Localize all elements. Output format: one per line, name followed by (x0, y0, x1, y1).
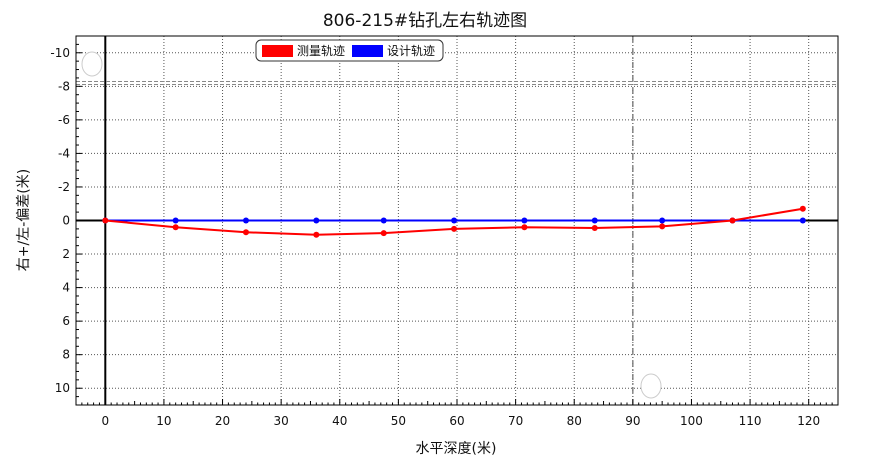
legend-label: 设计轨迹 (387, 44, 435, 58)
measured-point (729, 217, 736, 224)
y-tick-label: 10 (55, 381, 70, 395)
x-axis-ticks: 0 10 20 30 40 50 60 70 80 90 100 110 120 (75, 399, 839, 428)
measured-point (591, 225, 598, 232)
measured-point (102, 217, 109, 224)
y-tick-label: -2 (58, 180, 70, 194)
x-tick-label: 30 (274, 414, 289, 428)
y-tick-label: 6 (62, 314, 70, 328)
measured-point (659, 223, 666, 230)
x-tick-label: 40 (332, 414, 347, 428)
legend-swatch (352, 45, 383, 57)
x-tick-label: 20 (215, 414, 230, 428)
design-point (591, 217, 598, 224)
x-tick-label: 90 (625, 414, 640, 428)
measured-point (521, 224, 528, 231)
design-point (451, 217, 458, 224)
series-layer (102, 205, 806, 238)
y-tick-label: -6 (58, 113, 70, 127)
grid-lines (76, 36, 838, 405)
measured-point (451, 225, 458, 232)
x-tick-label: 100 (680, 414, 703, 428)
legend-box (255, 39, 444, 62)
y-tick-label: 8 (62, 348, 70, 362)
y-axis-ticks: -10 -8 -6 -4 -2 0 2 4 6 8 10 (50, 35, 82, 406)
y-axis-label: 右+/左-偏差(米) (16, 169, 32, 271)
measured-point (799, 205, 806, 212)
design-point (380, 217, 387, 224)
y-tick-label: 2 (62, 247, 70, 261)
design-point (659, 217, 666, 224)
design-point (799, 217, 806, 224)
design-point (242, 217, 249, 224)
measured-point (313, 231, 320, 238)
y-tick-label: -10 (50, 46, 70, 60)
x-tick-label: 60 (449, 414, 464, 428)
y-tick-label: 0 (62, 214, 70, 228)
y-tick-label: 4 (62, 281, 70, 295)
x-tick-label: 50 (391, 414, 406, 428)
measured-point (242, 229, 249, 236)
x-tick-label: 120 (797, 414, 820, 428)
marker-ellipse (640, 373, 662, 399)
design-point (521, 217, 528, 224)
x-tick-label: 110 (739, 414, 762, 428)
legend: 测量轨迹 设计轨迹 (255, 39, 444, 62)
measured-point (380, 230, 387, 237)
decorations (81, 51, 662, 399)
y-tick-label: -4 (58, 146, 70, 160)
x-tick-label: 70 (508, 414, 523, 428)
measured-point (172, 224, 179, 231)
x-tick-label: 0 (101, 414, 109, 428)
design-point (172, 217, 179, 224)
chart-title: 806-215#钻孔左右轨迹图 (323, 11, 527, 31)
x-axis-label: 水平深度(米) (416, 441, 497, 457)
design-point (313, 217, 320, 224)
marker-ellipse (81, 51, 103, 77)
legend-swatch (262, 45, 293, 57)
y-tick-label: -8 (58, 79, 70, 93)
series-measured (102, 205, 806, 238)
x-tick-label: 10 (156, 414, 171, 428)
legend-label: 测量轨迹 (297, 44, 345, 58)
x-tick-label: 80 (567, 414, 582, 428)
